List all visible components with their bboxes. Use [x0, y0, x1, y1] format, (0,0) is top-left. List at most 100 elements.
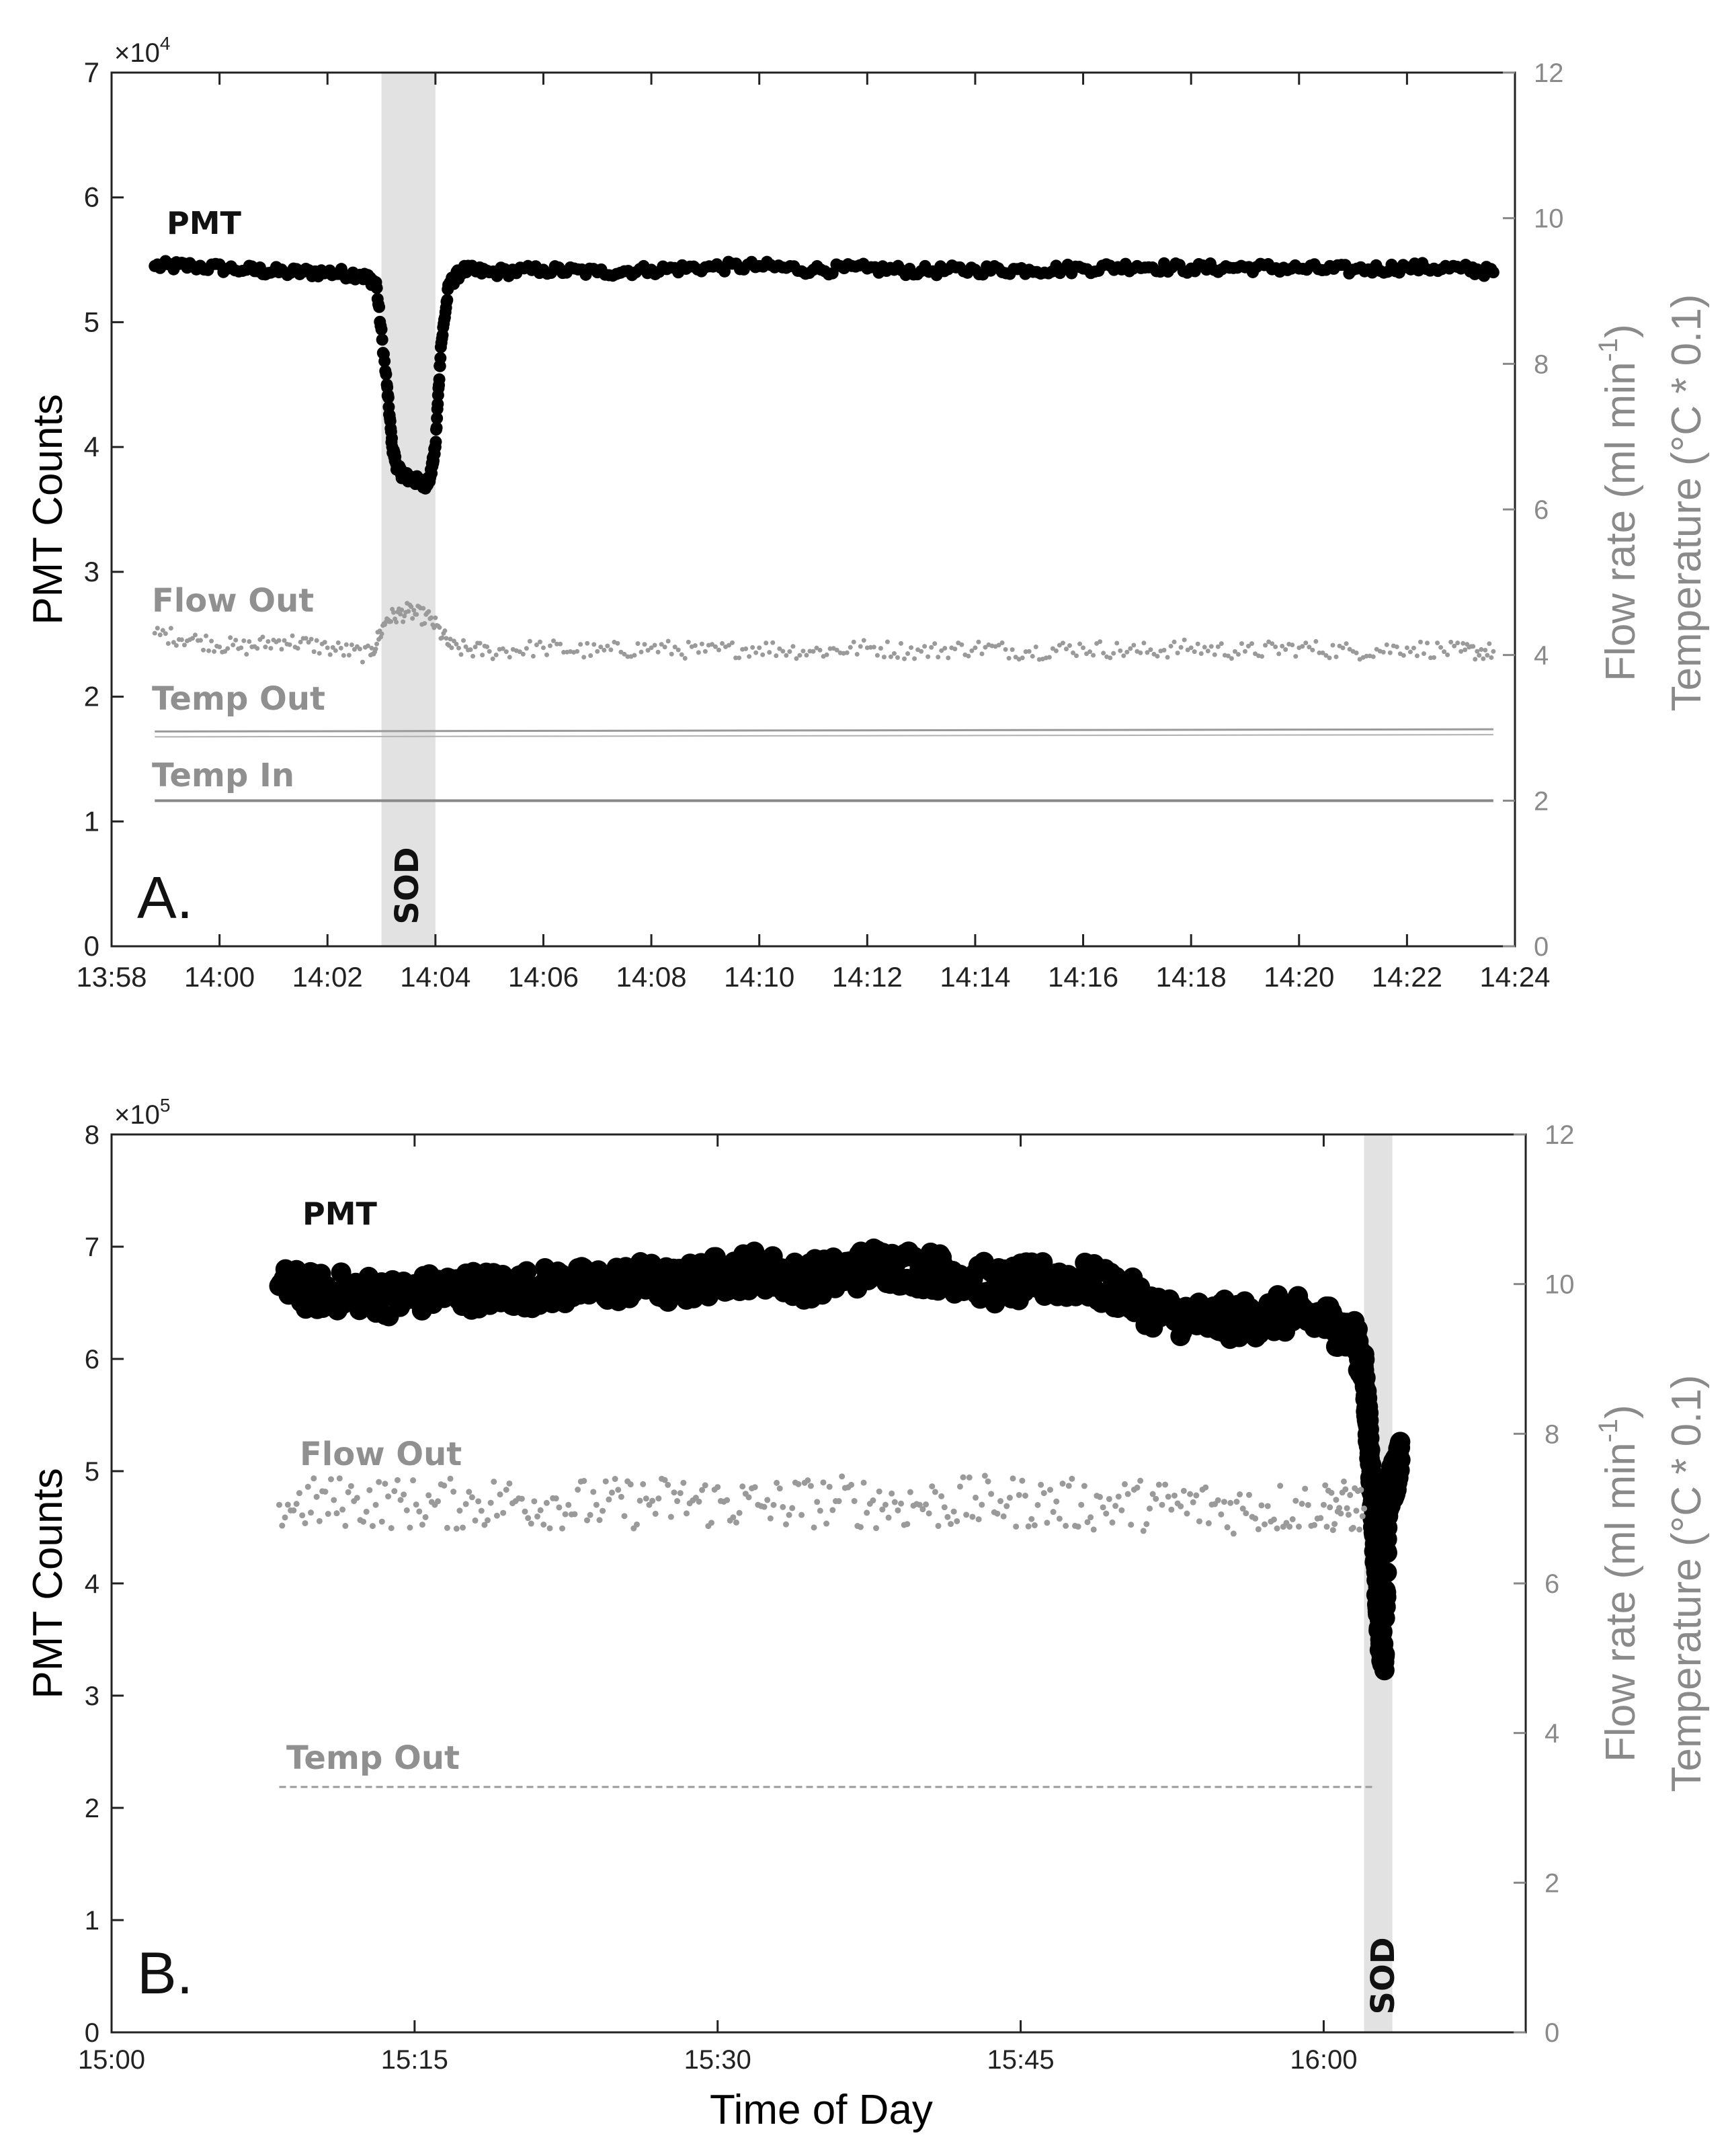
data-point-pmt [1389, 1460, 1410, 1481]
data-point-flow-out [1404, 645, 1409, 651]
data-point-flow-out [913, 1501, 920, 1507]
data-point-flow-out [1394, 644, 1399, 649]
data-point-flow-out [774, 1479, 780, 1486]
data-point-flow-out [767, 1515, 774, 1522]
data-point-flow-out [325, 645, 330, 651]
data-point-flow-out [1302, 1485, 1309, 1492]
data-point-flow-out [1114, 640, 1120, 646]
data-point-flow-out [163, 631, 168, 636]
data-point-pmt [386, 432, 399, 445]
data-point-flow-out [1124, 649, 1130, 655]
data-point-flow-out [675, 647, 681, 653]
data-point-flow-out [979, 1501, 985, 1508]
data-point-flow-out [299, 1512, 306, 1519]
data-point-flow-out [192, 632, 198, 638]
data-point-flow-out [724, 1497, 731, 1503]
data-point-flow-out [1442, 649, 1447, 655]
data-point-flow-out [714, 1484, 721, 1491]
data-point-flow-out [1124, 1491, 1131, 1497]
data-point-flow-out [736, 1509, 743, 1516]
data-point-flow-out [1106, 1495, 1112, 1502]
data-point-flow-out [1345, 1511, 1352, 1518]
data-point-flow-out [1205, 649, 1210, 654]
data-point-flow-out [595, 649, 600, 654]
data-point-flow-out [466, 1489, 472, 1495]
data-point-flow-out [385, 1493, 392, 1500]
data-point-flow-out [999, 640, 1005, 646]
data-point-flow-out [1143, 1521, 1150, 1528]
y2-tick-label: 4 [1534, 641, 1549, 671]
data-point-flow-out [481, 1522, 488, 1528]
data-point-flow-out [414, 612, 419, 617]
data-point-flow-out [1221, 1499, 1227, 1505]
data-point-flow-out [832, 1498, 839, 1505]
data-point-flow-out [458, 652, 464, 657]
data-point-flow-out [1387, 650, 1393, 655]
data-point-flow-out [562, 1511, 569, 1518]
data-point-flow-out [784, 653, 789, 658]
data-point-flow-out [1458, 649, 1464, 654]
panel-a-series-label-flow-out: Flow Out [152, 582, 314, 620]
data-point-flow-out [737, 655, 742, 661]
data-point-flow-out [976, 639, 981, 645]
y-tick-label: 0 [85, 2018, 99, 2048]
data-point-flow-out [1219, 641, 1224, 647]
data-point-flow-out [969, 1514, 976, 1520]
data-point-flow-out [861, 638, 866, 643]
data-point-flow-out [885, 639, 890, 645]
x-tick-label: 14:18 [1156, 961, 1227, 993]
data-point-flow-out [388, 619, 394, 624]
data-point-flow-out [1155, 1481, 1162, 1488]
data-point-flow-out [661, 1477, 668, 1483]
data-point-flow-out [518, 1495, 525, 1502]
data-point-flow-out [520, 651, 526, 657]
data-point-flow-out [357, 647, 362, 652]
data-point-flow-out [1311, 1522, 1318, 1528]
panel-a-letter: A. [137, 864, 193, 931]
x-tick-label: 15:45 [987, 2045, 1055, 2075]
data-point-flow-out [181, 642, 187, 648]
data-point-flow-out [1026, 649, 1032, 654]
data-point-flow-out [1370, 654, 1376, 659]
data-point-flow-out [1432, 655, 1437, 660]
panel-b-y-exponent: ×105 [114, 1095, 170, 1130]
data-point-flow-out [1307, 645, 1312, 650]
data-point-flow-out [168, 626, 173, 631]
x-tick-label: 16:00 [1290, 2045, 1357, 2075]
y2-tick-label: 8 [1545, 1419, 1559, 1449]
data-point-flow-out [429, 615, 434, 620]
data-point-flow-out [1047, 1487, 1054, 1493]
data-point-flow-out [1242, 649, 1247, 654]
data-point-flow-out [1091, 653, 1096, 658]
data-point-flow-out [1145, 650, 1150, 655]
data-point-flow-out [1188, 645, 1194, 651]
data-point-flow-out [733, 655, 739, 661]
data-point-pmt [430, 421, 443, 434]
data-point-flow-out [317, 651, 322, 656]
y-tick-label: 1 [85, 1906, 99, 1936]
data-point-flow-out [776, 1485, 783, 1492]
data-point-flow-out [228, 635, 233, 640]
data-point-flow-out [1414, 653, 1420, 659]
data-point-flow-out [540, 645, 546, 651]
data-point-flow-out [365, 643, 370, 649]
data-point-flow-out [1137, 1477, 1144, 1484]
data-point-flow-out [1038, 1481, 1044, 1488]
data-point-flow-out [345, 1489, 352, 1495]
x-tick-label: 14:08 [616, 961, 687, 993]
data-point-flow-out [1148, 647, 1153, 653]
panel-a-y-exponent: ×104 [114, 33, 170, 68]
data-point-flow-out [1178, 645, 1184, 650]
data-point-flow-out [1411, 645, 1416, 651]
data-point-flow-out [1354, 651, 1359, 656]
data-point-flow-out [1010, 647, 1015, 653]
data-point-flow-out [1489, 655, 1494, 660]
data-point-flow-out [699, 1487, 706, 1493]
data-point-flow-out [165, 640, 171, 646]
data-point-flow-out [1077, 641, 1083, 647]
data-point-flow-out [851, 639, 856, 645]
data-point-flow-out [798, 1511, 805, 1518]
data-point-flow-out [1258, 1502, 1265, 1509]
data-point-flow-out [399, 607, 405, 612]
data-point-flow-out [506, 1480, 513, 1487]
